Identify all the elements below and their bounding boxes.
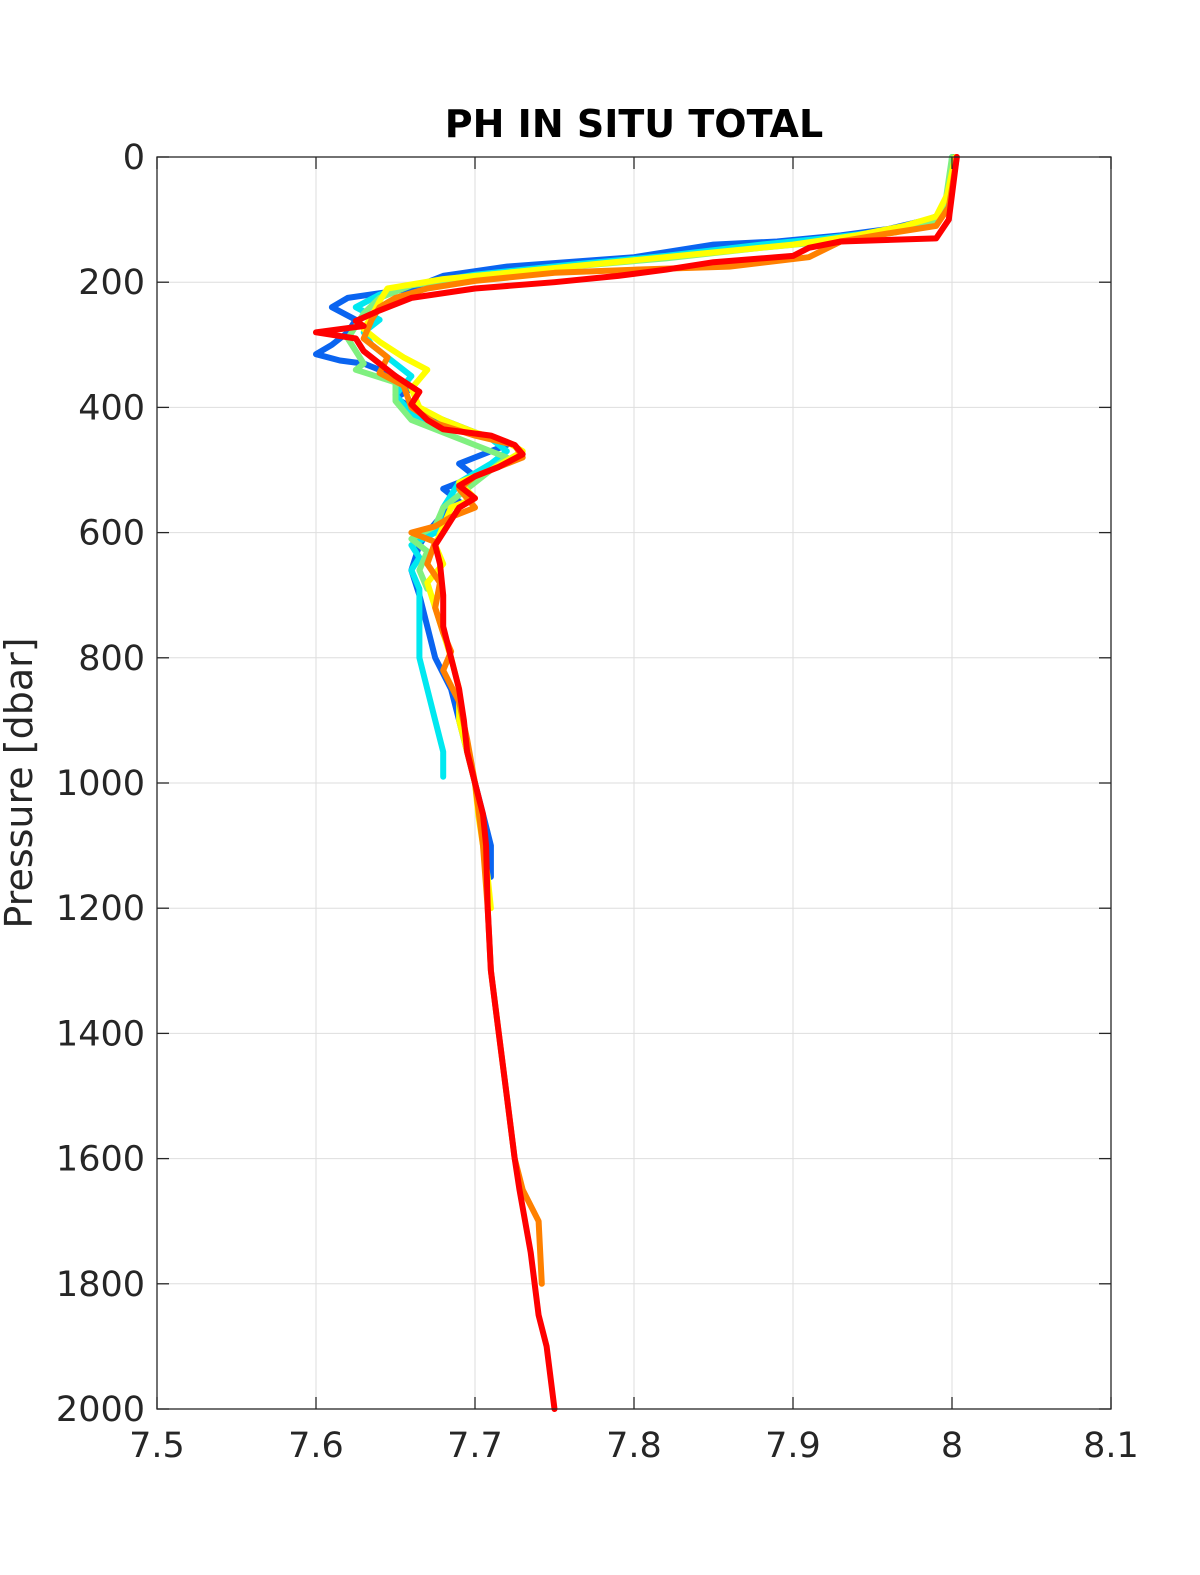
x-tick-labels: 7.5 7.6 7.7 7.8 7.9 8 8.1 bbox=[129, 1426, 1139, 1466]
x-tick-label: 7.6 bbox=[288, 1426, 344, 1466]
y-tick-label: 1800 bbox=[56, 1265, 145, 1305]
x-tick-label: 7.7 bbox=[447, 1426, 503, 1466]
y-tick-label: 200 bbox=[78, 263, 145, 303]
x-tick-label: 7.9 bbox=[765, 1426, 821, 1466]
x-tick-label: 8 bbox=[941, 1426, 963, 1466]
y-tick-label: 400 bbox=[78, 388, 145, 428]
x-tick-label: 7.8 bbox=[606, 1426, 662, 1466]
y-tick-label: 0 bbox=[123, 138, 145, 178]
y-tick-label: 1000 bbox=[56, 764, 145, 804]
y-tick-label: 2000 bbox=[56, 1390, 145, 1430]
tick-marks bbox=[156, 156, 1112, 1410]
y-tick-label: 1400 bbox=[56, 1014, 145, 1054]
series-line-6 bbox=[313, 154, 960, 1412]
y-tick-label: 1600 bbox=[56, 1140, 145, 1180]
chart-title: PH IN SITU TOTAL bbox=[445, 102, 823, 146]
x-tick-label: 8.1 bbox=[1083, 1426, 1139, 1466]
y-tick-label: 1200 bbox=[56, 889, 145, 929]
series-layer bbox=[313, 154, 960, 1412]
y-axis-label: Pressure [dbar] bbox=[0, 637, 41, 928]
x-tick-label: 7.5 bbox=[129, 1426, 185, 1466]
y-tick-label: 600 bbox=[78, 514, 145, 554]
y-tick-label: 800 bbox=[78, 639, 145, 679]
y-tick-labels: 0 200 400 600 800 1000 1200 1400 1600 1800 2000 bbox=[56, 138, 145, 1430]
